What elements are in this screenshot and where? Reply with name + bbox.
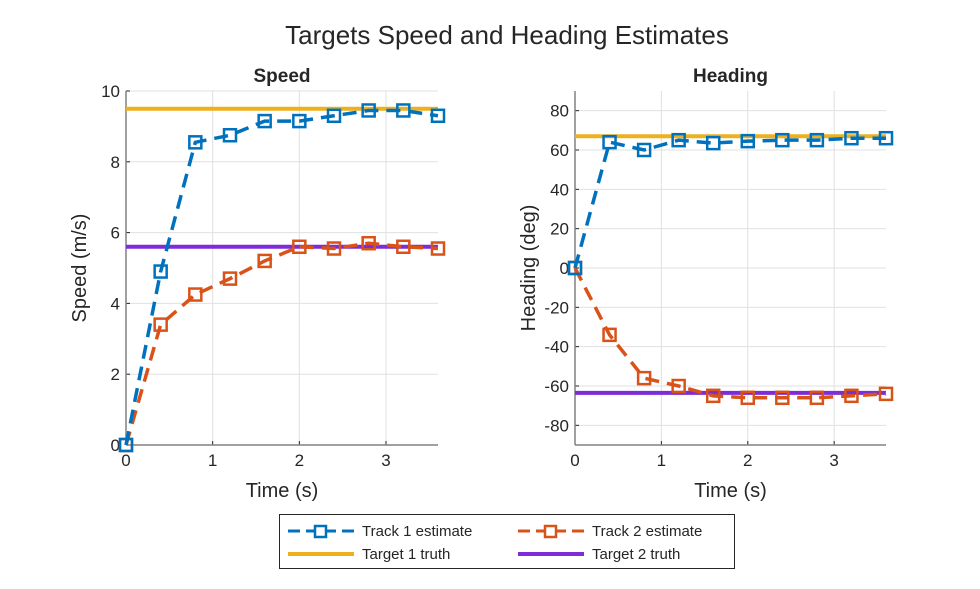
track2-marker bbox=[188, 287, 203, 302]
x-tick-label: 0 bbox=[121, 451, 130, 470]
track1-marker bbox=[567, 260, 583, 276]
y-tick-label: 40 bbox=[550, 180, 569, 199]
track2-marker bbox=[153, 317, 168, 332]
track1-marker bbox=[292, 113, 307, 129]
legend-item-track1: Track 1 estimate bbox=[286, 521, 472, 541]
track2-marker bbox=[844, 388, 859, 404]
speed-axes: 0 1 2 3 0 2 4 6 8 10 Speed Time (s) Speed (m/s) bbox=[69, 66, 446, 502]
track2-marker bbox=[326, 241, 342, 256]
y-tick-label: 8 bbox=[111, 153, 120, 172]
x-axis-label: Time (s) bbox=[694, 480, 767, 502]
track1-marker bbox=[222, 128, 238, 143]
y-tick-label: -60 bbox=[544, 377, 569, 396]
legend-item-track2: Track 2 estimate bbox=[516, 521, 702, 541]
x-tick-label: 2 bbox=[743, 451, 752, 470]
y-axis-label: Heading (deg) bbox=[518, 205, 540, 332]
y-tick-label: 80 bbox=[550, 102, 569, 121]
track2-marker bbox=[430, 241, 446, 256]
track2-marker bbox=[257, 253, 272, 269]
track1-marker bbox=[188, 135, 203, 150]
x-tick-label: 1 bbox=[657, 451, 666, 470]
y-tick-label: 10 bbox=[101, 82, 120, 101]
track2-estimate-line bbox=[124, 241, 439, 446]
track1-marker bbox=[257, 113, 272, 129]
track1-marker bbox=[775, 132, 790, 148]
x-tick-label: 3 bbox=[829, 451, 838, 470]
y-tick-label: -40 bbox=[544, 338, 569, 357]
legend-swatch-truth2 bbox=[518, 552, 584, 556]
y-tick-label: -20 bbox=[544, 298, 569, 317]
y-tick-label: 0 bbox=[560, 259, 569, 278]
y-tick-label: 2 bbox=[111, 365, 120, 384]
track2-marker bbox=[396, 239, 411, 255]
track1-marker bbox=[118, 437, 134, 453]
track2-marker bbox=[636, 370, 652, 386]
track1-marker bbox=[705, 135, 721, 151]
legend-label: Target 1 truth bbox=[362, 545, 451, 563]
track1-estimate-line bbox=[573, 136, 886, 269]
x-tick-label: 3 bbox=[381, 451, 390, 470]
track2-marker bbox=[705, 388, 721, 404]
legend-swatch-track1 bbox=[288, 524, 354, 539]
track1-marker bbox=[878, 130, 894, 146]
track1-marker bbox=[636, 142, 652, 158]
figure-title: Targets Speed and Heading Estimates bbox=[285, 20, 729, 50]
track1-marker bbox=[602, 134, 617, 150]
heading-axes: 0 1 2 3 -80 -60 -40 -20 0 20 40 60 80 Heading Time (s)… bbox=[518, 66, 894, 502]
legend-item-truth1: Target 1 truth bbox=[286, 544, 450, 564]
track2-estimate-line bbox=[573, 267, 887, 400]
track1-marker bbox=[844, 130, 859, 146]
track1-marker bbox=[326, 108, 342, 124]
x-axis-label: Time (s) bbox=[246, 480, 319, 502]
track2-marker bbox=[878, 386, 894, 402]
track1-marker bbox=[430, 108, 446, 124]
track1-estimate-line bbox=[124, 108, 439, 446]
y-tick-label: 6 bbox=[111, 224, 120, 243]
y-tick-label: 20 bbox=[550, 220, 569, 239]
x-tick-label: 0 bbox=[570, 451, 579, 470]
track1-marker bbox=[396, 103, 411, 118]
y-tick-label: 0 bbox=[111, 436, 120, 455]
axes-title: Speed bbox=[253, 66, 310, 87]
y-tick-label: 4 bbox=[111, 294, 120, 313]
track2-marker bbox=[361, 235, 376, 251]
legend-item-truth2: Target 2 truth bbox=[516, 544, 680, 564]
y-axis-label: Speed (m/s) bbox=[69, 214, 91, 323]
track2-marker bbox=[809, 390, 825, 406]
track2-marker bbox=[222, 271, 238, 286]
track2-marker bbox=[602, 327, 617, 343]
track1-marker bbox=[153, 264, 168, 279]
legend-label: Track 1 estimate bbox=[362, 522, 473, 540]
y-tick-label: 60 bbox=[550, 141, 569, 160]
legend-swatch-truth1 bbox=[288, 552, 354, 556]
x-tick-label: 1 bbox=[208, 451, 217, 470]
legend-label: Target 2 truth bbox=[592, 545, 681, 563]
track1-marker bbox=[809, 132, 825, 148]
track1-marker bbox=[671, 132, 686, 148]
legend-label: Track 2 estimate bbox=[592, 522, 703, 540]
legend: Track 1 estimate Track 2 estimate Target… bbox=[279, 514, 735, 569]
x-tick-label: 2 bbox=[295, 451, 304, 470]
axes-title: Heading bbox=[693, 66, 768, 87]
track2-marker bbox=[775, 390, 790, 406]
track1-marker bbox=[740, 133, 756, 149]
y-tick-label: -80 bbox=[544, 416, 569, 435]
track2-marker bbox=[740, 390, 756, 406]
track2-marker bbox=[671, 378, 686, 394]
track2-marker bbox=[292, 239, 307, 255]
track1-marker bbox=[361, 103, 376, 118]
legend-swatch-track2 bbox=[518, 524, 584, 539]
